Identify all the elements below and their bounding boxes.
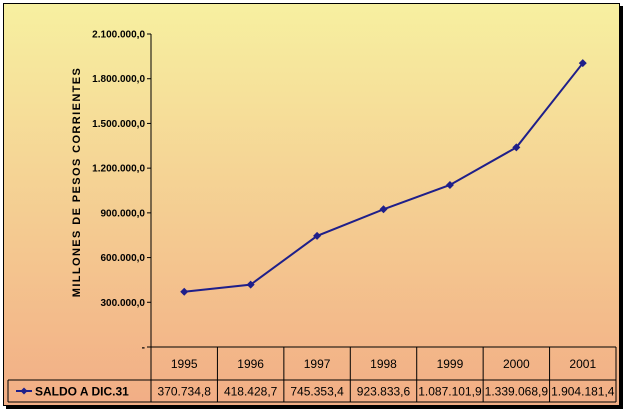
y-tick-label: 1.800.000,0 (92, 74, 145, 85)
data-table-value: 370.734,8 (158, 385, 212, 399)
line-chart: - 300.000,0 600.000,0 900.000,0 1.200.000,0 1… (4, 4, 619, 405)
data-table-value: 1.339.068,9 (485, 385, 549, 399)
x-category-label: 1997 (304, 357, 331, 371)
data-table-value: 1.904.181,4 (551, 385, 615, 399)
data-table-value: 745.353,4 (290, 385, 344, 399)
chart-background (4, 4, 619, 405)
legend-series-name: SALDO A DIC.31 (35, 385, 129, 399)
y-tick-label: 300.000,0 (101, 298, 146, 309)
x-category-label: 1995 (171, 357, 198, 371)
y-tick-label: - (142, 343, 145, 354)
x-category-label: 1996 (237, 357, 264, 371)
data-point-marker (445, 180, 454, 189)
data-table-value: 1.087.101,9 (418, 385, 482, 399)
legend-marker-icon (20, 387, 28, 395)
data-point-marker (246, 280, 255, 289)
chart-frame: - 300.000,0 600.000,0 900.000,0 1.200.000,0 1… (3, 3, 620, 406)
data-table-value: 923.833,6 (357, 385, 411, 399)
x-category-label: 2001 (569, 357, 596, 371)
y-tick-label: 1.200.000,0 (92, 164, 145, 175)
y-tick-label: 1.500.000,0 (92, 119, 145, 130)
x-category-label: 1999 (437, 357, 464, 371)
data-point-marker (180, 287, 189, 296)
y-tick-label: 2.100.000,0 (92, 30, 145, 41)
y-tick-label: 900.000,0 (101, 208, 146, 219)
data-point-marker (313, 231, 322, 240)
data-point-marker (379, 205, 388, 214)
y-tick-label: 600.000,0 (101, 253, 146, 264)
data-table-value: 418.428,7 (224, 385, 278, 399)
x-category-label: 1998 (370, 357, 397, 371)
y-axis-label: MILLONES DE PESOS CORRIENTES (71, 67, 83, 298)
x-category-label: 2000 (503, 357, 530, 371)
data-point-marker (578, 59, 587, 68)
data-point-marker (512, 143, 521, 152)
